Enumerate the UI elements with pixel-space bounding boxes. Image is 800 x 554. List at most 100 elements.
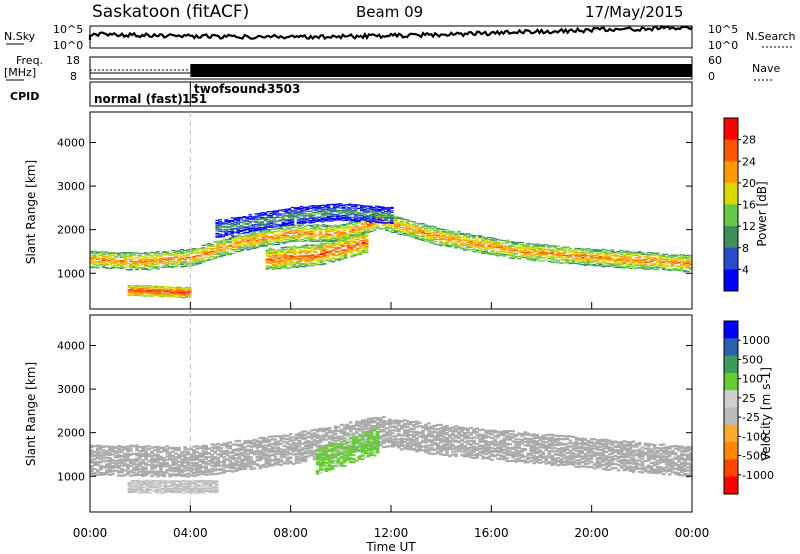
heatmap-cell	[286, 259, 291, 262]
heatmap-cell	[227, 220, 232, 222]
heatmap-cell	[207, 462, 211, 465]
heatmap-cell	[412, 235, 416, 237]
heatmap-cell	[99, 253, 103, 255]
heatmap-cell	[263, 227, 268, 229]
heatmap-cell	[228, 447, 233, 450]
heatmap-cell	[139, 287, 144, 289]
heatmap-cell	[297, 432, 302, 435]
heatmap-cell	[502, 254, 506, 256]
heatmap-cell	[321, 236, 326, 238]
heatmap-cell	[661, 254, 666, 256]
heatmap-cell	[132, 471, 136, 474]
heatmap-cell	[565, 259, 570, 261]
heatmap-cell	[177, 264, 181, 266]
heatmap-cell	[322, 248, 327, 251]
heatmap-cell	[186, 466, 190, 469]
heatmap-cell	[219, 242, 223, 245]
heatmap-cell	[385, 228, 389, 230]
heatmap-cell	[249, 240, 254, 242]
heatmap-cell	[347, 208, 352, 210]
heatmap-cell	[189, 256, 193, 258]
heatmap-cell	[263, 214, 268, 216]
heatmap-cell	[505, 245, 509, 247]
heatmap-cell	[344, 204, 349, 206]
heatmap-cell	[222, 241, 226, 244]
heatmap-cell	[111, 472, 115, 476]
heatmap-cell	[184, 289, 189, 291]
heatmap-cell	[222, 459, 226, 462]
heatmap-cell	[322, 246, 327, 249]
heatmap-cell	[186, 257, 190, 259]
heatmap-cell	[264, 453, 269, 456]
heatmap-cell	[207, 245, 211, 247]
heatmap-cell	[120, 474, 124, 477]
heatmap-cell	[293, 212, 298, 215]
heatmap-cell	[329, 217, 334, 219]
heatmap-cell	[400, 221, 404, 223]
heatmap-cell	[172, 290, 177, 292]
heatmap-cell	[186, 249, 190, 251]
heatmap-cell	[117, 462, 121, 465]
heatmap-cell	[162, 449, 166, 452]
heatmap-cell	[159, 469, 163, 472]
heatmap-cell	[375, 215, 380, 217]
heatmap-cell	[145, 288, 150, 289]
heatmap-cell	[240, 246, 245, 248]
heatmap-cell	[314, 217, 319, 220]
heatmap-cell	[117, 264, 121, 266]
heatmap-cell	[129, 264, 133, 266]
heatmap-cell	[336, 225, 341, 227]
heatmap-cell	[303, 240, 308, 242]
heatmap-cell	[278, 209, 283, 211]
heatmap-cell	[174, 254, 178, 256]
heatmap-cell	[294, 459, 299, 462]
heatmap-cell	[138, 261, 142, 263]
heatmap-cell	[350, 216, 355, 219]
heatmap-cell	[330, 235, 335, 237]
heatmap-cell	[332, 207, 337, 209]
heatmap-cell	[297, 230, 302, 232]
heatmap-cell	[397, 226, 401, 228]
heatmap-cell	[276, 452, 281, 455]
heatmap-cell	[141, 468, 145, 471]
heatmap-cell	[415, 231, 419, 233]
heatmap-cell	[184, 296, 189, 298]
heatmap-cell	[213, 443, 217, 446]
heatmap-cell	[324, 227, 329, 229]
heatmap-cell	[358, 249, 363, 252]
heatmap-cell	[409, 233, 413, 235]
heatmap-cell	[218, 225, 222, 227]
heatmap-cell	[187, 292, 192, 293]
heatmap-cell	[664, 257, 669, 259]
heatmap-cell	[135, 460, 139, 463]
heatmap-cell	[274, 260, 279, 263]
heatmap-cell	[252, 441, 257, 444]
heatmap-cell	[326, 211, 331, 213]
heatmap-cell	[400, 217, 404, 219]
heatmap-cell	[439, 242, 443, 244]
heatmap-cell	[502, 251, 506, 253]
heatmap-cell	[102, 465, 106, 468]
heatmap-cell	[646, 261, 651, 263]
heatmap-cell	[362, 215, 367, 217]
heatmap-cell	[493, 251, 497, 253]
heatmap-cell	[252, 452, 257, 455]
heatmap-cell	[234, 249, 239, 251]
nave-label: Nave	[752, 62, 780, 75]
heatmap-cell	[351, 434, 356, 438]
heatmap-cell	[345, 445, 350, 448]
heatmap-cell	[336, 426, 341, 429]
heatmap-cell	[316, 248, 321, 250]
heatmap-cell	[272, 210, 277, 212]
heatmap-cell	[394, 222, 398, 224]
heatmap-cell	[616, 252, 621, 254]
heatmap-cell	[243, 244, 248, 246]
heatmap-cell	[649, 262, 654, 265]
heatmap-cell	[120, 266, 124, 268]
heatmap-cell	[313, 262, 318, 265]
heatmap-cell	[427, 233, 431, 235]
heatmap-cell	[541, 245, 546, 247]
heatmap-cell	[347, 207, 352, 209]
heatmap-cell	[283, 267, 288, 269]
heatmap-cell	[334, 257, 339, 260]
